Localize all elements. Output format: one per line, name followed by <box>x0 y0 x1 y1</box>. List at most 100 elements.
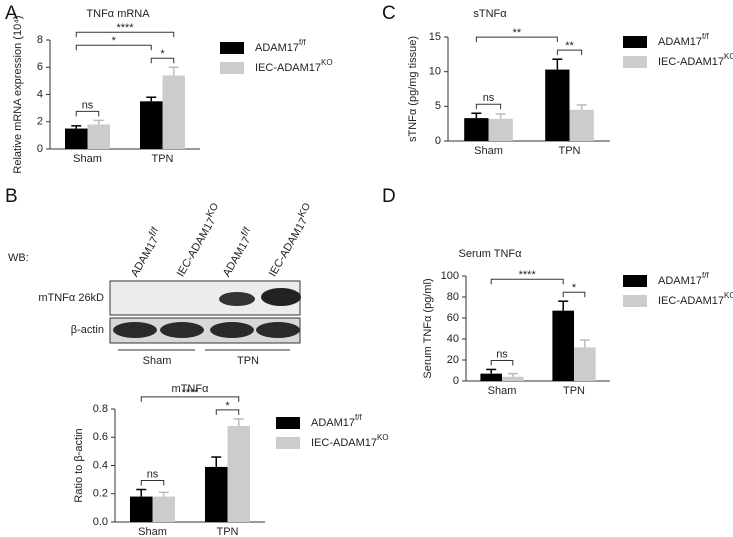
bar <box>87 124 110 149</box>
significance-label: ns <box>82 99 94 111</box>
y-tick-label: 60 <box>447 312 459 324</box>
significance-bracket <box>475 36 558 43</box>
legend-swatch <box>623 295 647 307</box>
legend-swatch <box>623 275 647 287</box>
label-superscript: KO <box>724 52 733 61</box>
label-text: ADAM17 <box>658 275 702 287</box>
group-label: Sham <box>143 355 172 367</box>
label-superscript: KO <box>724 291 733 300</box>
x-tick-label: Sham <box>474 145 503 157</box>
significance-bracket <box>490 359 514 366</box>
label-text: IEC-ADAM17 <box>175 216 218 279</box>
y-axis-label: Relative mRNA expression (10⁴) <box>12 15 24 173</box>
y-tick-label: 8 <box>37 34 43 46</box>
label-text: ADAM17 <box>129 235 161 279</box>
y-tick-label: 80 <box>447 291 459 303</box>
blot-band <box>210 322 254 338</box>
significance-bracket <box>475 103 502 110</box>
legend-swatch <box>276 417 300 429</box>
group-label: TPN <box>237 355 259 367</box>
bar <box>205 466 228 522</box>
label-text: IEC-ADAM17 <box>658 56 724 68</box>
x-tick-label: TPN <box>152 153 174 165</box>
y-axis-label: Ratio to β-actin <box>73 428 85 502</box>
label-superscript: f/f <box>299 38 306 47</box>
row-label: mTNFα 26kD <box>38 292 104 304</box>
significance-bracket <box>140 480 165 486</box>
label-text: IEC-ADAM17 <box>311 437 377 449</box>
y-tick-label: 10 <box>429 66 441 78</box>
bar <box>545 69 570 141</box>
significance-label: ns <box>147 468 159 480</box>
y-tick-label: 100 <box>441 270 459 282</box>
significance-bracket <box>75 31 175 38</box>
significance-bracket <box>140 396 240 402</box>
label-text: ADAM17 <box>658 36 702 48</box>
y-tick-label: 0.6 <box>93 431 108 443</box>
label-text: IEC-ADAM17 <box>658 295 724 307</box>
significance-label: ns <box>483 92 495 104</box>
western-blot <box>109 280 301 351</box>
label-text: IEC-ADAM17 <box>267 216 310 279</box>
y-tick-label: 0 <box>453 375 459 387</box>
legend-label: IEC-ADAM17KO <box>311 433 389 449</box>
blot-band <box>160 322 204 338</box>
x-tick-label: TPN <box>217 526 239 537</box>
legend-label: ADAM17f/f <box>311 413 362 429</box>
significance-label: * <box>225 400 230 412</box>
x-tick-label: TPN <box>559 145 581 157</box>
panel-letter: C <box>382 3 396 24</box>
bar <box>140 101 163 149</box>
y-tick-label: 5 <box>435 100 441 112</box>
lane-label: ADAM17f/f <box>125 225 165 279</box>
legend-label: ADAM17f/f <box>255 38 306 54</box>
legend-swatch <box>623 56 647 68</box>
significance-bracket <box>75 110 100 117</box>
legend-label: ADAM17f/f <box>658 32 709 48</box>
x-tick-label: TPN <box>563 385 585 397</box>
label-superscript: f/f <box>702 32 709 41</box>
legend-label: ADAM17f/f <box>658 271 709 287</box>
bar <box>464 118 489 141</box>
label-superscript: f/f <box>355 413 362 422</box>
blot-band <box>261 288 301 306</box>
bar <box>574 347 596 381</box>
significance-bracket <box>556 49 583 56</box>
bar <box>130 496 153 522</box>
significance-bracket <box>215 409 240 415</box>
panel-letter: A <box>5 3 18 24</box>
legend-swatch <box>220 42 244 54</box>
significance-label: * <box>112 35 117 47</box>
legend-label: IEC-ADAM17KO <box>255 58 333 74</box>
significance-label: ** <box>565 40 574 52</box>
significance-bracket <box>75 44 152 51</box>
chart-title: sTNFα <box>473 8 507 20</box>
x-tick-label: Sham <box>73 153 102 165</box>
lane-label: IEC-ADAM17KO <box>171 201 225 279</box>
label-superscript: KO <box>321 58 333 67</box>
chart-title: mTNFα <box>172 383 210 395</box>
lane-label: IEC-ADAM17KO <box>263 201 317 279</box>
y-tick-label: 40 <box>447 333 459 345</box>
significance-label: * <box>572 282 577 294</box>
legend-swatch <box>220 62 244 74</box>
bar <box>152 496 175 522</box>
y-tick-label: 4 <box>37 88 43 100</box>
label-text: ADAM17 <box>311 417 355 429</box>
y-axis-label: Serum TNFα (pg/ml) <box>422 278 434 378</box>
y-tick-label: 2 <box>37 116 43 128</box>
bar <box>502 376 524 381</box>
significance-label: ns <box>496 348 508 360</box>
significance-label: * <box>160 48 165 60</box>
bar <box>65 128 88 149</box>
x-tick-label: Sham <box>138 526 167 537</box>
panel-letter: D <box>382 186 396 207</box>
y-tick-label: 0 <box>37 143 43 155</box>
chart-title: TNFα mRNA <box>86 8 150 20</box>
lane-label: ADAM17f/f <box>217 225 257 279</box>
y-tick-label: 0.2 <box>93 488 108 500</box>
y-tick-label: 20 <box>447 354 459 366</box>
panel-letter: B <box>5 186 18 207</box>
y-tick-label: 0.8 <box>93 403 108 415</box>
